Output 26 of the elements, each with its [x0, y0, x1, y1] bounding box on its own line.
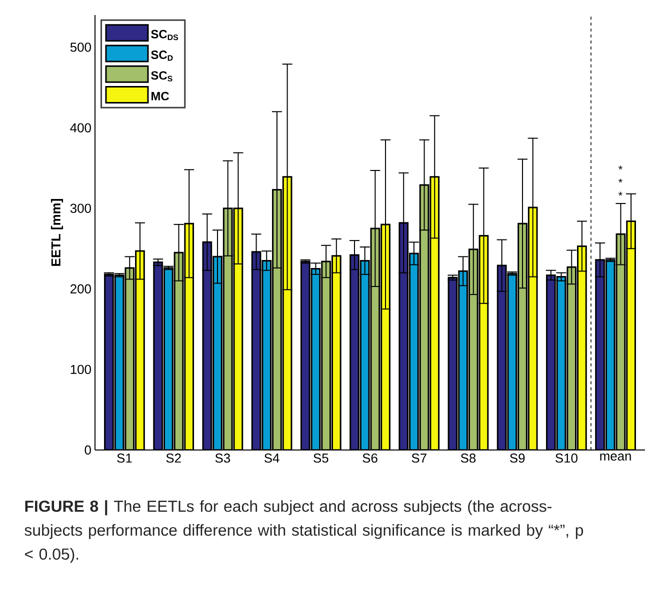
- x-tick-label: S3: [215, 454, 230, 463]
- legend-label: MC: [152, 92, 169, 100]
- x-tick-label: S1: [117, 454, 132, 463]
- x-tick-label: S10: [556, 454, 578, 463]
- legend-label: SC$_{S}$: [151, 71, 172, 82]
- y-tick-label: 400: [70, 123, 91, 132]
- x-tick-label: mean: [600, 454, 631, 461]
- x-tick-label: S4: [264, 454, 280, 463]
- x-tick-label: S7: [412, 454, 426, 463]
- legend-label: SC$_{DS}$: [151, 30, 178, 40]
- x-tick-label: S2: [166, 454, 181, 463]
- x-tick-label: S6: [362, 454, 378, 463]
- x-tick-label: S5: [314, 454, 328, 463]
- annotation: *: [618, 166, 622, 170]
- y-tick-label: 500: [70, 42, 91, 52]
- text: FIGURE 8 | The EETLs for each subject and across subjects (the across-subjects performance difference with statistical significance is marked by “*”, p < 0.05).: [24, 500, 584, 563]
- y-tick-label: 200: [70, 284, 91, 294]
- annotation: *: [618, 178, 622, 183]
- x-tick-label: S9: [510, 454, 525, 463]
- y-tick-label: 0: [84, 445, 91, 455]
- y-tick-label: 300: [70, 204, 91, 213]
- y-axis-title: EETL [mm]: [50, 199, 64, 266]
- annotation: *: [618, 192, 622, 196]
- x-tick-label: S8: [460, 454, 476, 463]
- y-tick-label: 100: [70, 364, 91, 374]
- legend-label: SC$_{D}$: [151, 50, 173, 61]
